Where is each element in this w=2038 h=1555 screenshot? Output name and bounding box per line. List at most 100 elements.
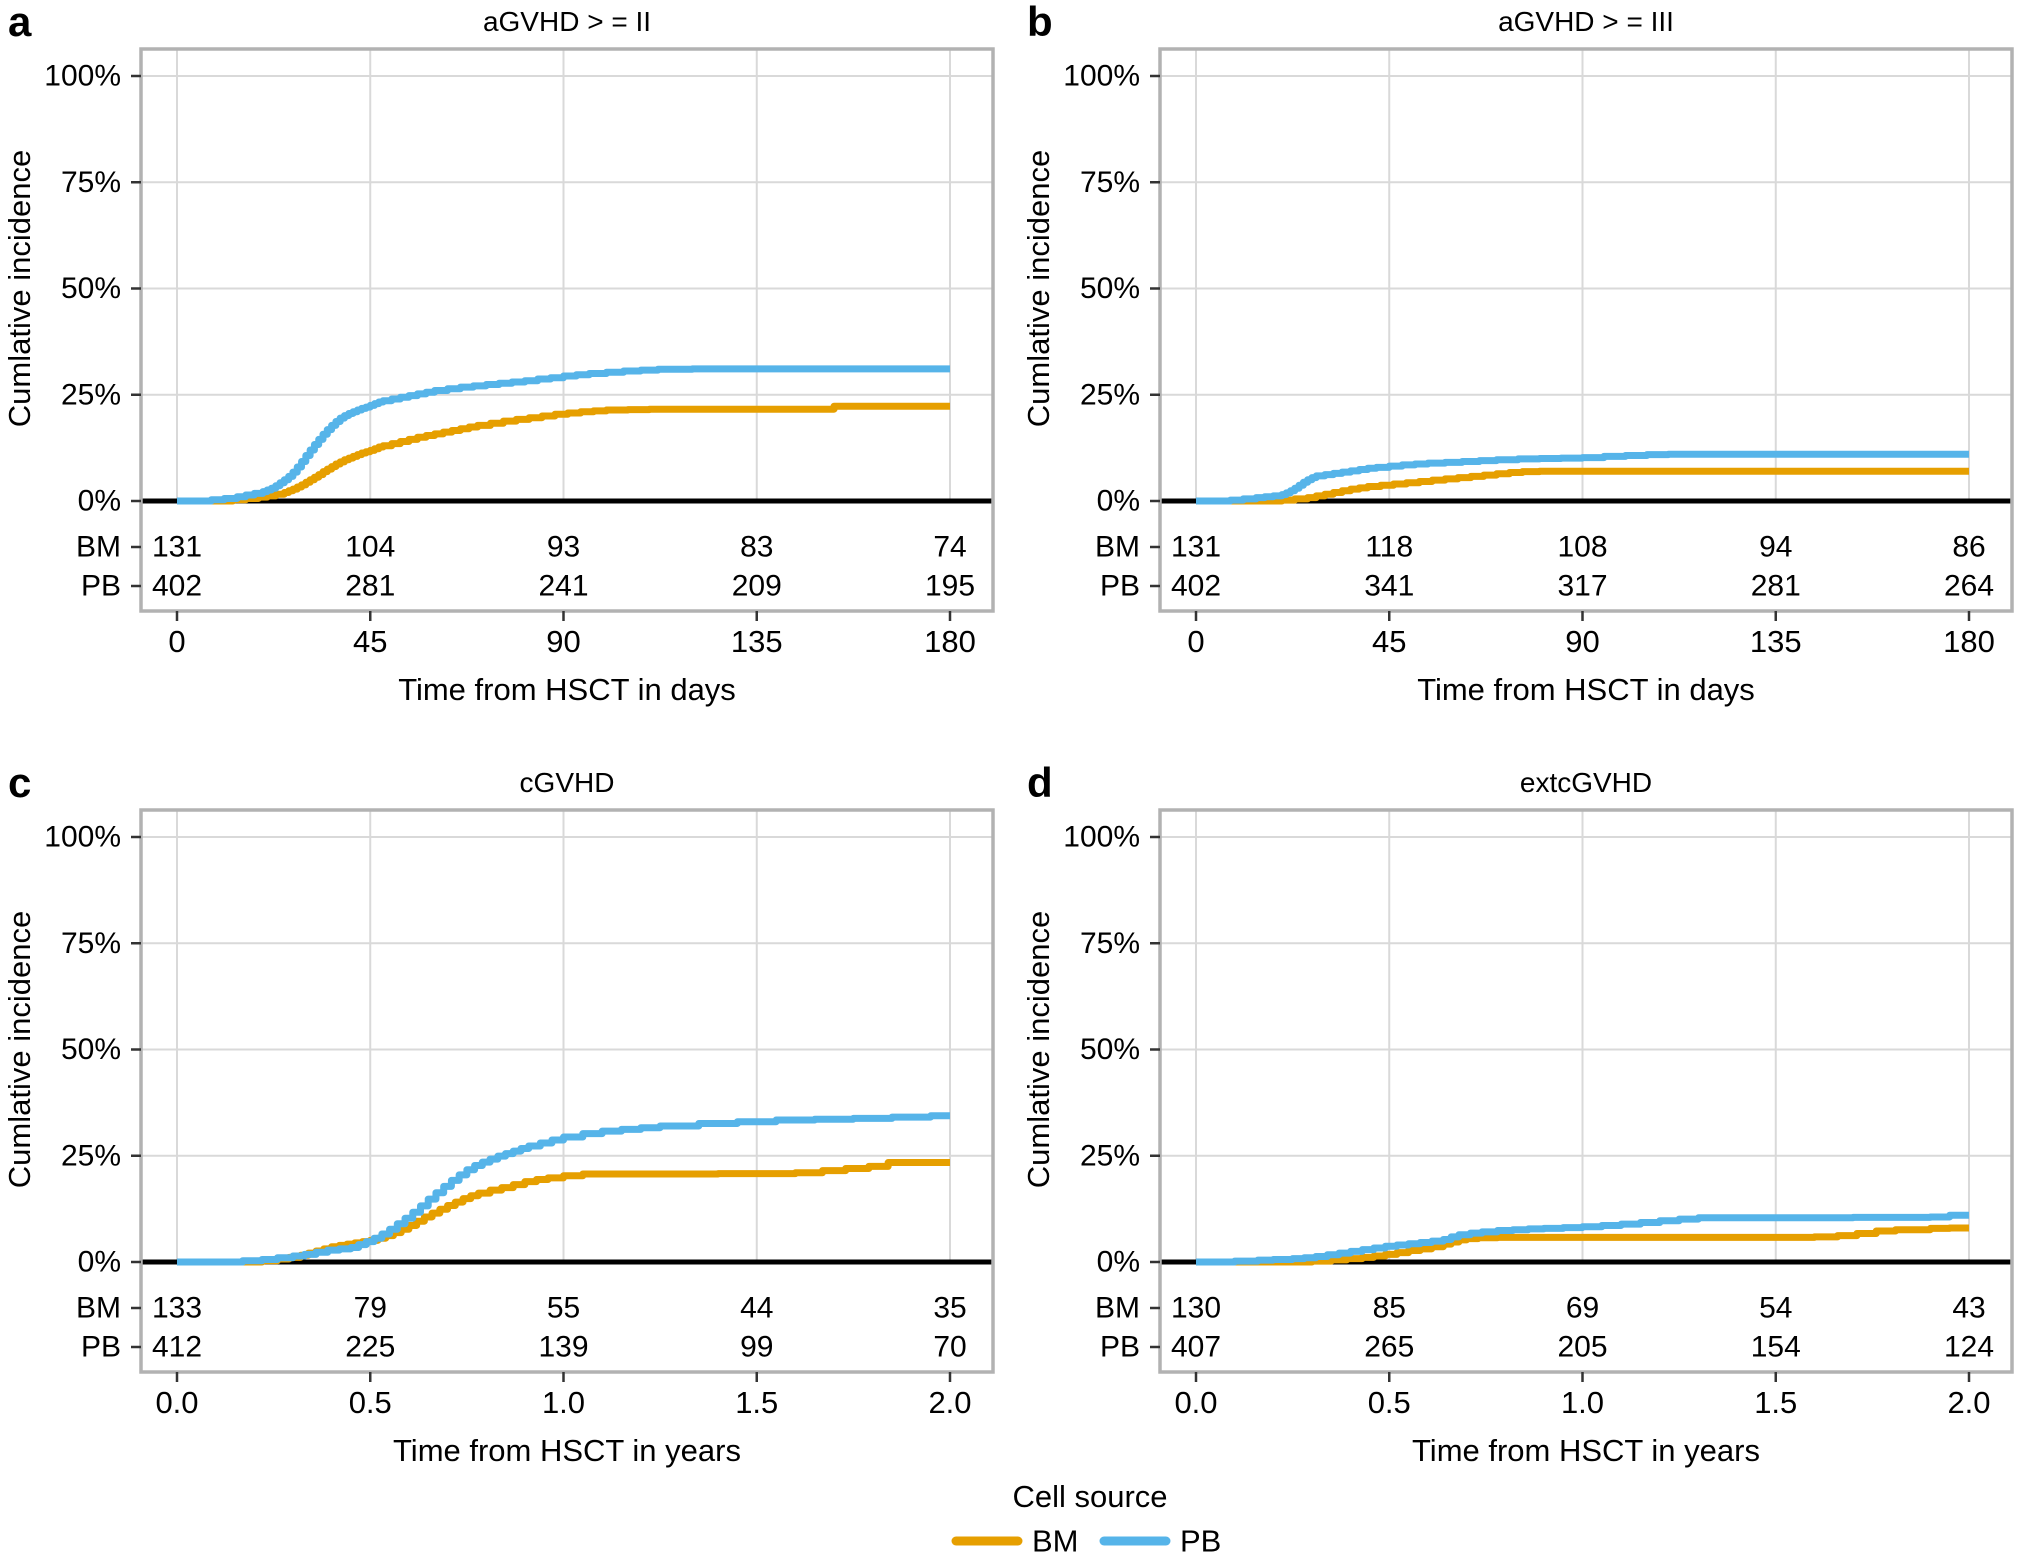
x-tick-label: 135	[731, 624, 783, 659]
panel-letter: d	[1027, 759, 1053, 806]
risk-value: 402	[152, 570, 202, 603]
y-axis-title: Cumlative incidence	[2, 911, 37, 1188]
panel-letter: c	[8, 759, 31, 806]
plot-border	[1158, 808, 2014, 1374]
risk-value: 407	[1171, 1331, 1221, 1364]
y-tick-label: 75%	[61, 166, 121, 199]
risk-value: 104	[345, 531, 395, 564]
x-tick-label: 0	[168, 624, 185, 659]
y-tick-label: 0%	[1097, 485, 1140, 518]
panel-title: cGVHD	[520, 767, 615, 798]
x-axis-title: Time from HSCT in years	[1412, 1433, 1760, 1468]
y-tick-label: 50%	[1080, 272, 1140, 305]
risk-value: 44	[740, 1292, 773, 1325]
legend-label-bm: BM	[1032, 1524, 1079, 1555]
plot-background	[141, 810, 993, 1372]
panel-title: aGVHD > = III	[1498, 6, 1674, 37]
y-tick-label: 100%	[1063, 821, 1140, 854]
curve-bm	[177, 402, 950, 505]
risk-value: 131	[1171, 531, 1221, 564]
x-tick-label: 0.5	[1368, 1385, 1411, 1420]
x-axis-title: Time from HSCT in years	[393, 1433, 741, 1468]
risk-row-label-pb: PB	[81, 570, 121, 603]
risk-value: 99	[740, 1331, 773, 1364]
risk-value: 93	[547, 531, 580, 564]
x-axis-title: Time from HSCT in days	[398, 672, 736, 707]
plot-background	[1160, 49, 2012, 611]
y-tick-label: 100%	[1063, 60, 1140, 93]
x-tick-label: 0.0	[1174, 1385, 1217, 1420]
x-tick-label: 0.0	[155, 1385, 198, 1420]
risk-value: 69	[1566, 1292, 1599, 1325]
x-tick-label: 2.0	[928, 1385, 971, 1420]
risk-row-label-pb: PB	[1100, 1331, 1140, 1364]
y-tick-label: 0%	[78, 1246, 121, 1279]
y-tick-label: 50%	[1080, 1033, 1140, 1066]
x-tick-label: 90	[1565, 624, 1599, 659]
x-tick-label: 180	[924, 624, 976, 659]
y-axis-title: Cumlative incidence	[2, 150, 37, 427]
y-axis-title: Cumlative incidence	[1021, 911, 1056, 1188]
risk-value: 86	[1952, 531, 1985, 564]
risk-row-label-bm: BM	[1095, 531, 1140, 564]
plot-border	[1158, 47, 2014, 613]
risk-row-label-pb: PB	[1100, 570, 1140, 603]
legend-label-pb: PB	[1180, 1524, 1221, 1555]
risk-value: 341	[1364, 570, 1414, 603]
y-tick-label: 0%	[78, 485, 121, 518]
legend-title: Cell source	[1012, 1479, 1167, 1514]
risk-value: 108	[1557, 531, 1607, 564]
risk-value: 70	[933, 1331, 966, 1364]
risk-value: 205	[1557, 1331, 1607, 1364]
x-tick-label: 1.5	[735, 1385, 778, 1420]
risk-value: 131	[152, 531, 202, 564]
plot-background	[1160, 810, 2012, 1372]
risk-value: 154	[1751, 1331, 1801, 1364]
risk-row-label-pb: PB	[81, 1331, 121, 1364]
y-tick-label: 100%	[44, 821, 121, 854]
y-tick-label: 100%	[44, 60, 121, 93]
y-tick-label: 75%	[1080, 166, 1140, 199]
plot-background	[141, 49, 993, 611]
x-tick-label: 90	[546, 624, 580, 659]
x-tick-label: 0.5	[349, 1385, 392, 1420]
plot-border	[139, 808, 995, 1374]
risk-value: 133	[152, 1292, 202, 1325]
risk-value: 83	[740, 531, 773, 564]
risk-row-label-bm: BM	[76, 1292, 121, 1325]
y-tick-label: 75%	[1080, 927, 1140, 960]
x-tick-label: 1.0	[542, 1385, 585, 1420]
curve-pb	[177, 365, 950, 505]
risk-value: 55	[547, 1292, 580, 1325]
risk-value: 43	[1952, 1292, 1985, 1325]
risk-value: 241	[538, 570, 588, 603]
risk-value: 402	[1171, 570, 1221, 603]
risk-value: 35	[933, 1292, 966, 1325]
risk-value: 412	[152, 1331, 202, 1364]
y-tick-label: 0%	[1097, 1246, 1140, 1279]
panel-letter: a	[8, 0, 32, 45]
x-tick-label: 2.0	[1947, 1385, 1990, 1420]
panel-b: b aGVHD > = III 0% 25% 50% 75% 100% Cumlative i…	[1021, 0, 2014, 707]
curve-pb	[177, 1112, 950, 1266]
risk-value: 79	[354, 1292, 387, 1325]
risk-row-label-bm: BM	[76, 531, 121, 564]
risk-value: 264	[1944, 570, 1994, 603]
x-tick-label: 135	[1750, 624, 1802, 659]
legend-cell-source: Cell source BM PB	[951, 1479, 1221, 1555]
plot-border	[139, 47, 995, 613]
risk-value: 139	[538, 1331, 588, 1364]
curve-bm	[1196, 467, 1969, 505]
y-tick-label: 50%	[61, 1033, 121, 1066]
y-tick-label: 25%	[61, 1139, 121, 1172]
risk-value: 124	[1944, 1331, 1994, 1364]
risk-value: 225	[345, 1331, 395, 1364]
risk-value: 281	[345, 570, 395, 603]
panel-title: aGVHD > = II	[483, 6, 651, 37]
y-tick-label: 25%	[1080, 1139, 1140, 1172]
y-tick-label: 25%	[61, 378, 121, 411]
x-axis-title: Time from HSCT in days	[1417, 672, 1755, 707]
risk-value: 195	[925, 570, 975, 603]
risk-value: 118	[1365, 531, 1413, 564]
